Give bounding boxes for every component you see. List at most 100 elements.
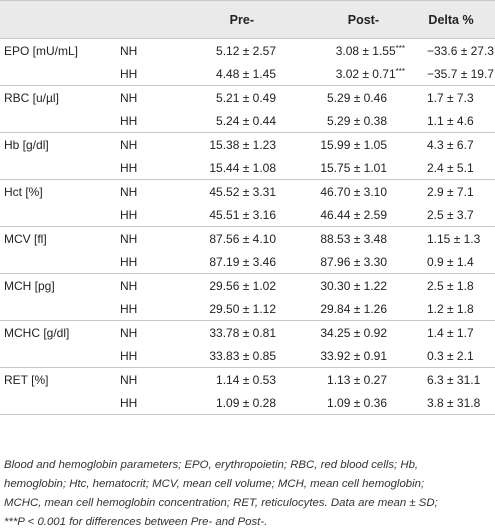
post-value: 29.84 ± 1.26: [320, 301, 387, 316]
condition-cell: HH: [112, 297, 172, 321]
header-pre: Pre-: [172, 0, 292, 39]
pre-value-cell: 45.51 ± 3.16: [172, 203, 292, 227]
pre-value-cell: 87.56 ± 4.10: [172, 226, 292, 250]
pre-value-cell: 5.21 ± 0.49: [172, 85, 292, 109]
post-value: 87.96 ± 3.30: [320, 254, 387, 269]
header-condition: [112, 0, 172, 39]
caption-line: Blood and hemoglobin parameters; EPO, er…: [4, 459, 419, 471]
pre-value-cell: 15.38 ± 1.23: [172, 132, 292, 156]
delta-value-cell: 6.3 ± 31.1: [407, 367, 495, 391]
delta-value-cell: 2.9 ± 7.1: [407, 179, 495, 203]
parameter-cell: RET [%]: [0, 367, 112, 391]
condition-cell: HH: [112, 391, 172, 415]
pre-value-cell: 87.19 ± 3.46: [172, 250, 292, 274]
parameter-cell: Hb [g/dl]: [0, 132, 112, 156]
post-value: 3.08 ± 1.55: [335, 43, 396, 58]
condition-cell: NH: [112, 85, 172, 109]
post-value-cell: 30.30 ± 1.22: [292, 273, 407, 297]
delta-value-cell: −33.6 ± 27.3: [407, 38, 495, 62]
table-row: HH 1.09 ± 0.28 1.09 ± 0.36 3.8 ± 31.8: [0, 391, 495, 415]
post-value: 1.13 ± 0.27: [327, 372, 387, 387]
condition-cell: HH: [112, 344, 172, 368]
table-row: EPO [mU/mL] NH 5.12 ± 2.57 3.08 ± 1.55*** −3…: [0, 38, 495, 62]
condition-cell: HH: [112, 203, 172, 227]
post-value: 33.92 ± 0.91: [320, 348, 387, 363]
post-value-cell: 34.25 ± 0.92: [292, 320, 407, 344]
caption-line: ***P < 0.001 for differences between Pre…: [4, 516, 268, 528]
post-value-cell: 5.29 ± 0.38: [292, 109, 407, 133]
blood-parameters-table: Pre- Post- Delta % EPO [mU/mL] NH 5.12 ± 2…: [0, 0, 495, 415]
pre-value-cell: 5.12 ± 2.57: [172, 38, 292, 62]
post-value-cell: 1.09 ± 0.36: [292, 391, 407, 415]
delta-value-cell: 0.3 ± 2.1: [407, 344, 495, 368]
table-row: HH 45.51 ± 3.16 46.44 ± 2.59 2.5 ± 3.7: [0, 203, 495, 227]
parameter-cell: [0, 109, 112, 133]
parameter-cell: [0, 156, 112, 180]
table-row: HH 29.50 ± 1.12 29.84 ± 1.26 1.2 ± 1.8: [0, 297, 495, 321]
header-parameter: [0, 0, 112, 39]
pre-value-cell: 5.24 ± 0.44: [172, 109, 292, 133]
delta-value-cell: 4.3 ± 6.7: [407, 132, 495, 156]
delta-value-cell: −35.7 ± 19.7: [407, 62, 495, 86]
post-value-cell: 87.96 ± 3.30: [292, 250, 407, 274]
delta-value-cell: 2.4 ± 5.1: [407, 156, 495, 180]
pre-value-cell: 29.50 ± 1.12: [172, 297, 292, 321]
post-value-cell: 5.29 ± 0.46: [292, 85, 407, 109]
pre-value-cell: 1.14 ± 0.53: [172, 367, 292, 391]
post-value-cell: 33.92 ± 0.91: [292, 344, 407, 368]
table-row: HH 15.44 ± 1.08 15.75 ± 1.01 2.4 ± 5.1: [0, 156, 495, 180]
parameter-cell: RBC [u/µl]: [0, 85, 112, 109]
post-value: 30.30 ± 1.22: [320, 278, 387, 293]
post-value-cell: 15.75 ± 1.01: [292, 156, 407, 180]
condition-cell: NH: [112, 367, 172, 391]
parameter-cell: MCHC [g/dl]: [0, 320, 112, 344]
post-value: 1.09 ± 0.36: [327, 395, 387, 410]
post-value-cell: 1.13 ± 0.27: [292, 367, 407, 391]
condition-cell: NH: [112, 179, 172, 203]
condition-cell: NH: [112, 226, 172, 250]
pre-value-cell: 33.78 ± 0.81: [172, 320, 292, 344]
table-row: RET [%] NH 1.14 ± 0.53 1.13 ± 0.27 6.3 ± 31.…: [0, 367, 495, 391]
delta-value-cell: 2.5 ± 1.8: [407, 273, 495, 297]
condition-cell: NH: [112, 38, 172, 62]
parameter-cell: [0, 391, 112, 415]
table-row: Hb [g/dl] NH 15.38 ± 1.23 15.99 ± 1.05 4.3 ±…: [0, 132, 495, 156]
parameter-cell: EPO [mU/mL]: [0, 38, 112, 62]
table-row: MCHC [g/dl] NH 33.78 ± 0.81 34.25 ± 0.92 1.4…: [0, 320, 495, 344]
condition-cell: HH: [112, 156, 172, 180]
pre-value-cell: 4.48 ± 1.45: [172, 62, 292, 86]
post-value-cell: 46.70 ± 3.10: [292, 179, 407, 203]
significance-marker: ***: [395, 66, 405, 76]
parameter-cell: [0, 203, 112, 227]
parameter-cell: [0, 344, 112, 368]
post-value-cell: 3.02 ± 0.71***: [292, 62, 407, 86]
delta-value-cell: 1.15 ± 1.3: [407, 226, 495, 250]
table-body: EPO [mU/mL] NH 5.12 ± 2.57 3.08 ± 1.55*** −3…: [0, 38, 495, 415]
delta-value-cell: 3.8 ± 31.8: [407, 391, 495, 415]
delta-value-cell: 2.5 ± 3.7: [407, 203, 495, 227]
header-delta: Delta %: [407, 0, 495, 39]
parameter-cell: [0, 62, 112, 86]
delta-value-cell: 1.4 ± 1.7: [407, 320, 495, 344]
post-value: 3.02 ± 0.71: [335, 66, 396, 81]
header-post: Post-: [292, 0, 407, 39]
post-value: 5.29 ± 0.38: [327, 113, 387, 128]
condition-cell: NH: [112, 320, 172, 344]
post-value: 5.29 ± 0.46: [327, 90, 387, 105]
post-value: 88.53 ± 3.48: [320, 231, 387, 246]
table-row: MCH [pg] NH 29.56 ± 1.02 30.30 ± 1.22 2.5 ± …: [0, 273, 495, 297]
parameter-cell: MCV [fl]: [0, 226, 112, 250]
table-row: MCV [fl] NH 87.56 ± 4.10 88.53 ± 3.48 1.15 ±…: [0, 226, 495, 250]
post-value: 15.75 ± 1.01: [320, 160, 387, 175]
table-row: RBC [u/µl] NH 5.21 ± 0.49 5.29 ± 0.46 1.7 ± …: [0, 85, 495, 109]
parameter-cell: MCH [pg]: [0, 273, 112, 297]
caption-line: hemoglobin; Htc, hematocrit; MCV, mean c…: [4, 478, 425, 490]
post-value: 46.70 ± 3.10: [320, 184, 387, 199]
post-value: 34.25 ± 0.92: [320, 325, 387, 340]
pre-value-cell: 15.44 ± 1.08: [172, 156, 292, 180]
condition-cell: HH: [112, 109, 172, 133]
condition-cell: NH: [112, 273, 172, 297]
delta-value-cell: 0.9 ± 1.4: [407, 250, 495, 274]
table-row: HH 87.19 ± 3.46 87.96 ± 3.30 0.9 ± 1.4: [0, 250, 495, 274]
table-row: Hct [%] NH 45.52 ± 3.31 46.70 ± 3.10 2.9 ± 7…: [0, 179, 495, 203]
